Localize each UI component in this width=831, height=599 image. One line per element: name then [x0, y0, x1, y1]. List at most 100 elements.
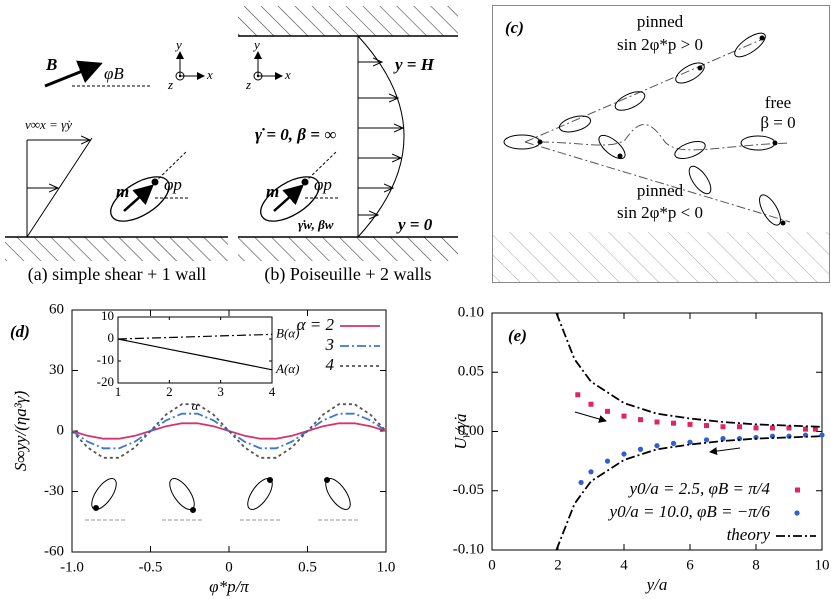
x-axis-label: φ*p/π: [209, 577, 249, 596]
orientation-icons: [85, 477, 358, 521]
y-tick-label: -10: [97, 352, 114, 367]
panel-b: y = H γ̇ = 0, β = ∞ y x z m φp γ̇w, βw y…: [238, 6, 458, 285]
x-tick-label: 6: [686, 557, 694, 573]
point: [637, 446, 644, 452]
x-tick-label: 0.5: [298, 559, 317, 575]
field-label: B: [45, 55, 57, 74]
legend-marker: [794, 510, 800, 516]
line: [117, 338, 273, 371]
line: [117, 333, 273, 340]
point: [786, 425, 792, 431]
axis-label: y: [174, 37, 182, 52]
x-tick-label: 4: [269, 384, 276, 399]
line: [71, 412, 387, 450]
x-tick-label: 2: [554, 557, 562, 573]
legend-label: y0/a = 10.0, φB = −π/6: [608, 502, 771, 521]
moment-label: m: [266, 182, 279, 201]
point: [819, 432, 825, 438]
y-tick-label: -30: [44, 483, 64, 499]
annotation: free: [765, 93, 791, 112]
point: [670, 440, 677, 446]
y-tick-label: -0.05: [453, 482, 484, 498]
y-axis-label: S∞yy/(ηa³γ̇): [11, 390, 30, 471]
velocity-label: v∞x = γ̇y: [25, 117, 72, 132]
x-tick-label: 2: [166, 384, 173, 399]
legend-label: y0/a = 2.5, φB = π/4: [628, 479, 771, 498]
x-axis-label: y/a: [645, 575, 668, 594]
moment-label: m: [116, 182, 129, 201]
y-axis-label: Uᵧ/γ̇a: [451, 413, 470, 449]
x-tick-label: 10: [815, 557, 830, 573]
annotation: sin 2φ*p > 0: [617, 35, 703, 54]
point: [654, 419, 660, 425]
point: [812, 426, 818, 432]
annotation: β = 0: [760, 113, 795, 132]
x-tick-label: 0: [225, 559, 233, 575]
point: [588, 401, 594, 407]
point: [687, 439, 693, 445]
point: [703, 437, 710, 443]
y-tick-label: 10: [101, 308, 114, 323]
x-axis-label: α: [192, 398, 200, 413]
wall-condition: γ̇w, βw: [298, 217, 334, 232]
wall: [5, 237, 228, 261]
y-tick-label: 0.10: [458, 304, 484, 320]
point: [803, 426, 808, 432]
chart-title: (e): [508, 326, 527, 345]
wall: [238, 237, 458, 261]
y-tick-label: 30: [49, 362, 64, 378]
point: [720, 424, 726, 430]
legend-label: α = 2: [297, 315, 335, 334]
caption: (b) Poiseuille + 2 walls: [264, 264, 431, 285]
point: [588, 469, 594, 475]
point: [605, 408, 610, 414]
condition-label: γ̇ = 0, β = ∞: [255, 125, 336, 144]
point: [604, 458, 611, 464]
annotation: pinned: [637, 181, 684, 200]
caption: (a) simple shear + 1 wall: [28, 264, 207, 285]
x-tick-label: 1.0: [377, 559, 396, 575]
y-tick-label: -0.10: [453, 541, 484, 557]
axis-label: x: [206, 67, 213, 82]
x-tick-label: 8: [752, 557, 760, 573]
point: [737, 424, 742, 430]
y-tick-label: -20: [97, 374, 114, 389]
point: [638, 417, 643, 423]
point: [770, 425, 775, 431]
angle-label: φp: [314, 175, 332, 194]
y-tick-label: 0.05: [458, 364, 484, 380]
x-tick-label: 4: [620, 557, 628, 573]
x-tick-label: 0: [488, 557, 496, 573]
panel-tag: (c): [505, 18, 524, 37]
axis-label: z: [167, 77, 173, 92]
x-tick-label: 3: [217, 384, 224, 399]
wall: [238, 6, 458, 36]
x-tick-label: -1.0: [60, 559, 84, 575]
legend-label: 4: [326, 355, 335, 374]
legend-label: B(α): [276, 325, 299, 340]
point: [621, 413, 627, 419]
legend-label: 3: [325, 335, 335, 354]
wall-label: y = H: [393, 55, 435, 74]
axis-label: z: [245, 77, 251, 92]
plot-frame: [117, 316, 273, 384]
point: [753, 434, 759, 441]
annotation: pinned: [637, 12, 684, 31]
axis-label: y: [252, 37, 260, 52]
axis-label: x: [284, 67, 291, 82]
y-tick-label: 60: [49, 301, 64, 317]
point: [621, 451, 627, 457]
point: [720, 436, 726, 442]
y-tick-label: 0: [108, 330, 115, 345]
panel-a: v∞x = γ̇y B φB y x z m φp (a) simple she…: [5, 37, 228, 285]
panel-c: (c) pinned sin 2φ*p > 0 free β = 0 pinne…: [492, 5, 830, 283]
y-tick-label: 0: [57, 422, 65, 438]
legend-label: A(α): [275, 361, 299, 376]
wall-label: y = 0: [396, 215, 433, 234]
legend-marker: [795, 487, 800, 493]
legend-label: theory: [727, 525, 771, 544]
point: [578, 479, 584, 486]
point: [687, 421, 693, 427]
wall: [492, 232, 829, 282]
